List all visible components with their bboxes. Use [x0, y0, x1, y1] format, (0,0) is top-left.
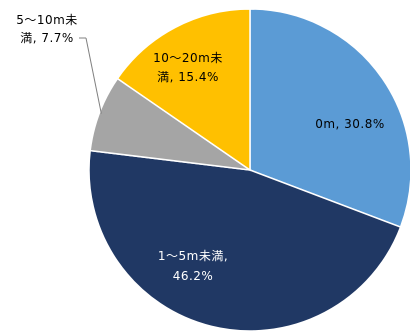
- slice-label-5-10m-line1: 5～10m未: [16, 13, 78, 27]
- slice-label-1-5m-line1: 1～5m未満,: [158, 249, 228, 263]
- slice-label-1-5m-line2: 46.2%: [173, 269, 214, 283]
- leader-line-5-10m: [85, 37, 102, 114]
- slice-label-10-20m-line2: 満, 15.4%: [157, 70, 219, 84]
- slice-label-5-10m-line2: 満, 7.7%: [20, 31, 74, 45]
- slice-label-0m: 0m, 30.8%: [315, 117, 385, 131]
- slice-1-5m: [88, 149, 402, 332]
- slice-label-10-20m-line1: 10～20m未: [153, 51, 223, 65]
- slice-10-20m: [116, 8, 251, 172]
- pie-slices: [88, 8, 410, 332]
